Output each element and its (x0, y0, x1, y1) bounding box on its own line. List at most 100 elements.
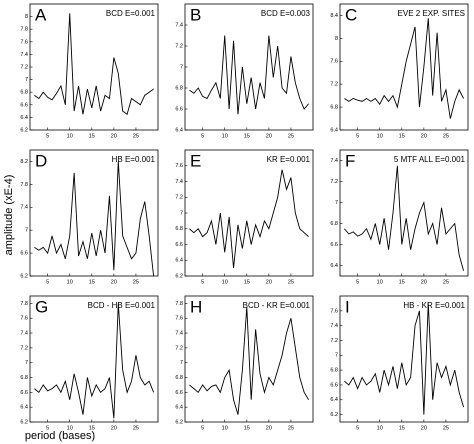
y-tick-label: 7.2 (175, 43, 183, 49)
x-axis-title: period (bases) (25, 430, 95, 442)
y-tick-label: 6.6 (20, 251, 28, 257)
y-tick-label: 7 (335, 353, 338, 359)
panel-letter: G (35, 297, 48, 316)
x-tick-label: 15 (399, 133, 405, 139)
panel-frame (339, 295, 469, 423)
y-tick-label: 7.8 (175, 301, 183, 307)
x-tick-label: 5 (201, 425, 204, 431)
y-tick-label: 6.4 (20, 405, 28, 411)
y-tick-label: 6.6 (20, 102, 28, 108)
y-tick-label: 6.8 (175, 375, 183, 381)
y-tick-label: 8 (25, 14, 28, 20)
y-tick-label: 8.2 (20, 159, 28, 165)
y-tick-label: 7 (180, 210, 183, 216)
x-tick-label: 20 (111, 279, 117, 285)
x-tick-label: 20 (421, 425, 427, 431)
y-tick-label: 7.6 (20, 316, 28, 322)
panel-frame (184, 295, 314, 423)
y-tick-label: 7.4 (175, 331, 183, 337)
x-tick-label: 25 (288, 279, 294, 285)
panel-letter: B (190, 5, 201, 24)
x-tick-label: 5 (46, 133, 49, 139)
x-tick-label: 10 (67, 133, 73, 139)
panel-letter: E (190, 151, 201, 170)
x-tick-label: 15 (89, 425, 95, 431)
y-tick-label: 6.8 (330, 105, 338, 111)
y-tick-label: 6.4 (330, 397, 338, 403)
y-tick-label: 7.2 (20, 345, 28, 351)
y-tick-label: 6.6 (20, 390, 28, 396)
data-line (189, 35, 309, 115)
x-tick-label: 15 (244, 279, 250, 285)
x-tick-label: 20 (266, 279, 272, 285)
y-tick-label: 7.2 (330, 179, 338, 185)
y-tick-label: 6.8 (20, 90, 28, 96)
data-line (344, 18, 464, 119)
y-tick-label: 7 (180, 360, 183, 366)
y-tick-label: 6.2 (175, 273, 183, 279)
panel-letter: F (345, 151, 355, 170)
y-tick-label: 6.2 (175, 419, 183, 425)
panel-title: HB E=0.001 (112, 155, 156, 164)
panel-title: BCD E=0.003 (261, 9, 311, 18)
x-tick-label: 25 (443, 279, 449, 285)
x-tick-label: 10 (222, 279, 228, 285)
panel-letter: A (35, 5, 47, 24)
y-tick-label: 7.2 (20, 64, 28, 70)
y-tick-label: 8 (335, 36, 338, 42)
panel-letter: H (190, 297, 202, 316)
y-tick-label: 6.4 (330, 263, 338, 269)
y-tick-label: 6.6 (330, 382, 338, 388)
y-tick-label: 7.4 (20, 331, 28, 337)
y-tick-label: 7.4 (175, 22, 183, 28)
y-tick-label: 7.6 (20, 39, 28, 45)
y-tick-label: 6.6 (175, 242, 183, 248)
y-tick-label: 7.4 (20, 205, 28, 211)
y-tick-label: 6.2 (20, 127, 28, 133)
y-tick-label: 7.6 (330, 308, 338, 314)
y-tick-label: 7 (25, 360, 28, 366)
panel-title: EVE 2 EXP. SITES (398, 9, 465, 18)
y-tick-label: 6.6 (330, 242, 338, 248)
y-tick-label: 7.2 (175, 195, 183, 201)
panel-title: HB - KR E=0.001 (403, 301, 465, 310)
y-tick-label: 7.6 (175, 316, 183, 322)
x-tick-label: 15 (399, 279, 405, 285)
x-tick-label: 25 (443, 425, 449, 431)
panel-frame (184, 3, 314, 131)
panel-title: 5 MTF ALL E=0.001 (394, 155, 466, 164)
x-tick-label: 25 (133, 425, 139, 431)
panel-frame (29, 149, 159, 277)
panel-title: BCD E=0.001 (106, 9, 156, 18)
y-tick-label: 7.6 (175, 163, 183, 169)
x-tick-label: 25 (288, 425, 294, 431)
data-line (34, 303, 155, 419)
y-tick-label: 7.4 (175, 179, 183, 185)
y-axis-title: amplitude (xE-4) (3, 175, 15, 256)
y-tick-label: 7.8 (20, 27, 28, 33)
y-tick-label: 6.4 (330, 127, 338, 133)
y-tick-label: 8.4 (330, 13, 338, 19)
panel-title: KR E=0.001 (267, 155, 311, 164)
x-tick-label: 10 (222, 425, 228, 431)
x-tick-label: 10 (67, 425, 73, 431)
y-tick-label: 7 (335, 200, 338, 206)
data-line (189, 169, 309, 269)
x-tick-label: 15 (244, 425, 250, 431)
y-tick-label: 7.4 (330, 323, 338, 329)
y-tick-label: 7 (25, 77, 28, 83)
x-tick-label: 20 (266, 133, 272, 139)
x-tick-label: 20 (266, 425, 272, 431)
y-tick-label: 6.4 (20, 115, 28, 121)
y-tick-label: 6.8 (330, 221, 338, 227)
x-tick-label: 15 (89, 133, 95, 139)
data-line (34, 13, 154, 115)
x-tick-label: 20 (421, 133, 427, 139)
panel-frame (184, 149, 314, 277)
panel-frame (339, 3, 469, 131)
y-tick-label: 7.4 (330, 158, 338, 164)
x-tick-label: 5 (356, 425, 359, 431)
x-tick-label: 15 (89, 279, 95, 285)
x-tick-label: 5 (356, 133, 359, 139)
